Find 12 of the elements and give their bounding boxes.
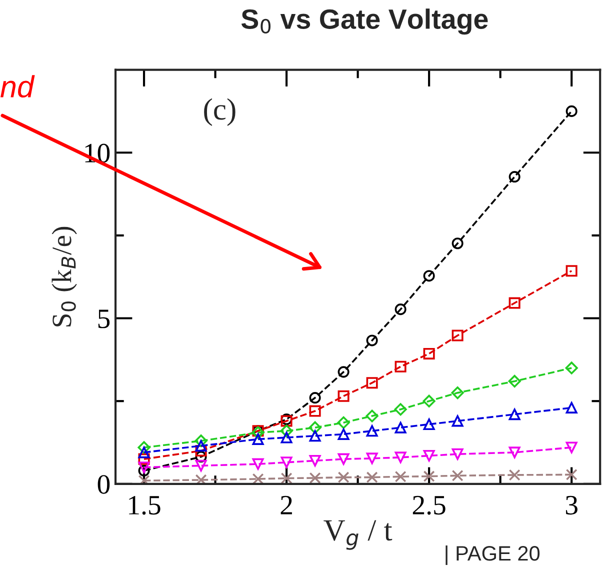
annotation: (c) xyxy=(204,98,236,126)
x-tick-label: 2.5 xyxy=(412,496,446,515)
chart-title: S$_{0}$ vs Gate Voltage xyxy=(241,8,488,35)
x-axis-title: V$_{g}$ / t xyxy=(324,520,392,550)
y-axis-title: S$_{0}$ (k$_{B}$/e) xyxy=(52,226,77,326)
text: nd xyxy=(0,75,35,98)
text: | PAGE 20 xyxy=(446,545,540,565)
y-tick-label: 5 xyxy=(98,310,110,328)
x-tick-label: 2 xyxy=(280,496,292,514)
x-tick-label: 3 xyxy=(566,496,578,515)
y-tick-label: 0 xyxy=(98,475,110,494)
x-tick-label: 1.5 xyxy=(129,496,160,515)
